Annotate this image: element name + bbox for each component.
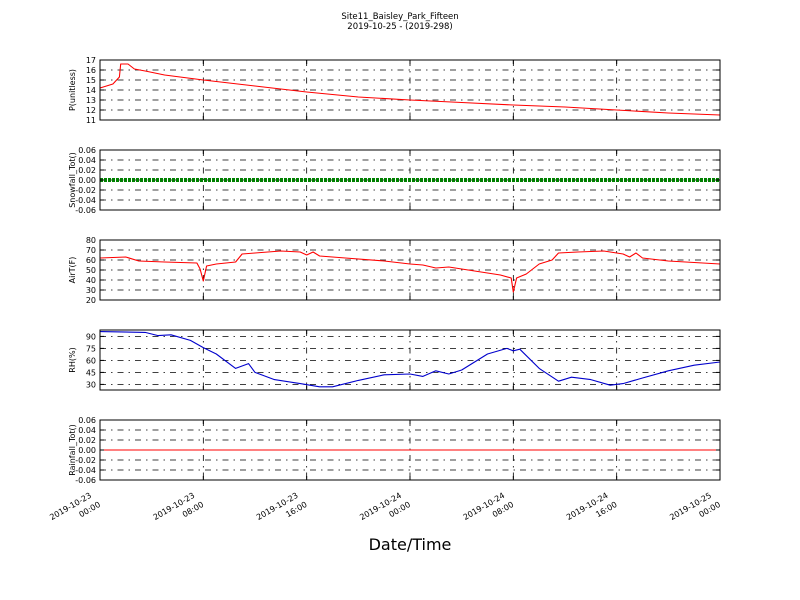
y-tick-label: 60 bbox=[86, 256, 96, 265]
y-tick-label: -0.02 bbox=[75, 186, 96, 195]
y-tick-label: 45 bbox=[86, 368, 96, 377]
y-tick-label: 70 bbox=[86, 246, 96, 255]
chart-panel: -0.06-0.04-0.020.000.020.040.06Rainfall_… bbox=[68, 416, 721, 485]
y-tick-label: -0.06 bbox=[75, 476, 96, 485]
y-tick-label: 80 bbox=[86, 236, 96, 245]
y-tick-label: 14 bbox=[86, 86, 96, 95]
y-tick-label: 11 bbox=[86, 116, 96, 125]
y-tick-label: 30 bbox=[86, 286, 96, 295]
y-axis-label: Snowfall_Tot() bbox=[68, 152, 77, 208]
y-tick-label: 0.02 bbox=[78, 166, 96, 175]
y-axis-label: P(unitless) bbox=[68, 69, 77, 111]
series-line bbox=[99, 331, 721, 388]
y-tick-label: -0.02 bbox=[75, 456, 96, 465]
y-tick-label: 75 bbox=[86, 344, 96, 353]
y-tick-label: -0.06 bbox=[75, 206, 96, 215]
chart-subtitle: 2019-10-25 - (2019-298) bbox=[347, 22, 452, 32]
y-tick-label: 17 bbox=[86, 56, 96, 65]
series-line bbox=[99, 63, 721, 116]
y-tick-label: 0.00 bbox=[78, 176, 96, 185]
y-tick-label: 90 bbox=[86, 332, 96, 341]
y-tick-label: 0.04 bbox=[78, 156, 96, 165]
chart-panel: 30 45 60 75 90 RH(%) bbox=[68, 329, 721, 391]
y-axis-label: Rainfall_Tot() bbox=[68, 424, 77, 476]
y-tick-label: 60 bbox=[86, 356, 96, 365]
y-tick-label: 16 bbox=[86, 66, 96, 75]
y-tick-label: 0.06 bbox=[78, 416, 96, 425]
y-tick-label: -0.04 bbox=[75, 466, 96, 475]
y-tick-label: 13 bbox=[86, 96, 96, 105]
y-tick-label: 0.00 bbox=[78, 446, 96, 455]
x-axis-label: Date/Time bbox=[369, 535, 452, 554]
chart-title: Site11_Baisley_Park_Fifteen bbox=[341, 12, 458, 22]
y-tick-label: 50 bbox=[86, 266, 96, 275]
y-tick-label: 12 bbox=[86, 106, 96, 115]
series-line bbox=[99, 250, 721, 293]
y-tick-label: 30 bbox=[86, 380, 96, 389]
y-tick-label: 15 bbox=[86, 76, 96, 85]
chart-panel: -0.06-0.04-0.020.000.020.040.06Snowfall_… bbox=[68, 146, 721, 215]
y-axis-label: AirT(F) bbox=[68, 257, 77, 284]
y-tick-label: -0.04 bbox=[75, 196, 96, 205]
chart-panels: 11121314151617P(unitless)-0.06-0.04-0.02… bbox=[48, 56, 722, 522]
y-tick-label: 0.02 bbox=[78, 436, 96, 445]
y-tick-label: 0.04 bbox=[78, 426, 96, 435]
y-tick-label: 20 bbox=[86, 296, 96, 305]
y-tick-label: 40 bbox=[86, 276, 96, 285]
y-axis-label: RH(%) bbox=[68, 347, 77, 372]
y-tick-label: 0.06 bbox=[78, 146, 96, 155]
